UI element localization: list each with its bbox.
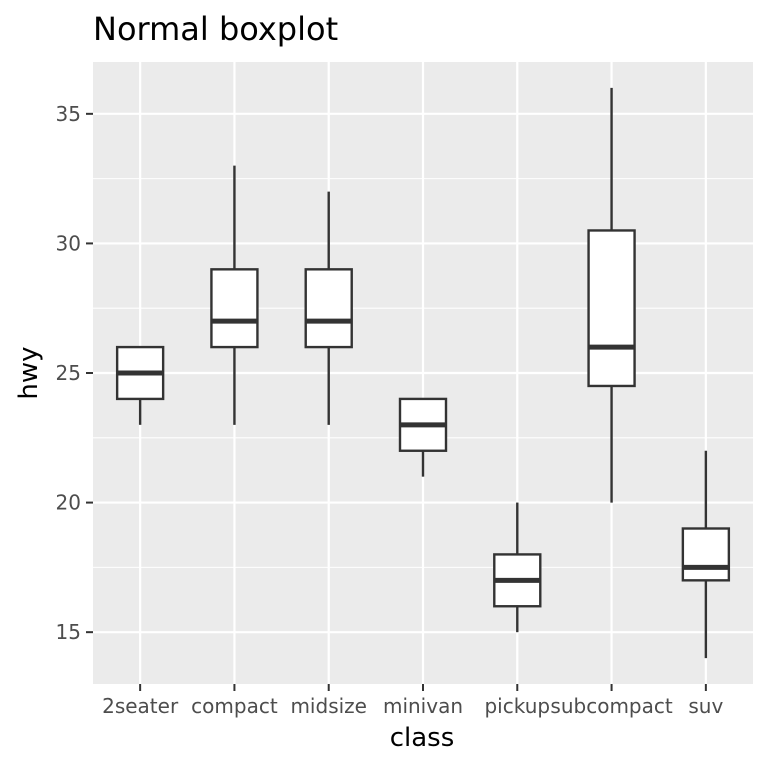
box-2seater [115,345,165,425]
y-tick-label: 25 [56,361,81,385]
box-compact [210,165,259,425]
plot-layer: 15 20 25 30 35 2seater compact midsize minivan pi… [56,62,753,718]
box-iqr [304,268,353,349]
x-tick-label: 2seater [102,694,179,718]
y-axis-title: hwy [14,346,44,399]
box-minivan [398,397,448,477]
y-tick-label: 30 [56,231,81,255]
box-iqr [681,527,731,582]
box-suv [681,450,731,659]
box-iqr [210,268,259,349]
y-tick-label: 20 [56,491,81,515]
x-tick-label: suv [688,694,723,718]
box-pickup [493,502,542,633]
x-tick-label: compact [191,694,278,718]
box-midsize [304,191,353,425]
y-tick-label: 35 [56,102,81,126]
y-tick-label: 15 [56,620,81,644]
x-tick-label: subcompact [550,694,672,718]
x-axis-title: class [390,723,455,753]
box-iqr [587,229,636,388]
chart-title: Normal boxplot [93,10,338,48]
box-subcompact [587,87,636,503]
x-tick-label: pickup [484,694,550,718]
x-tick-label: midsize [290,694,367,718]
x-tick-label: minivan [383,694,463,718]
